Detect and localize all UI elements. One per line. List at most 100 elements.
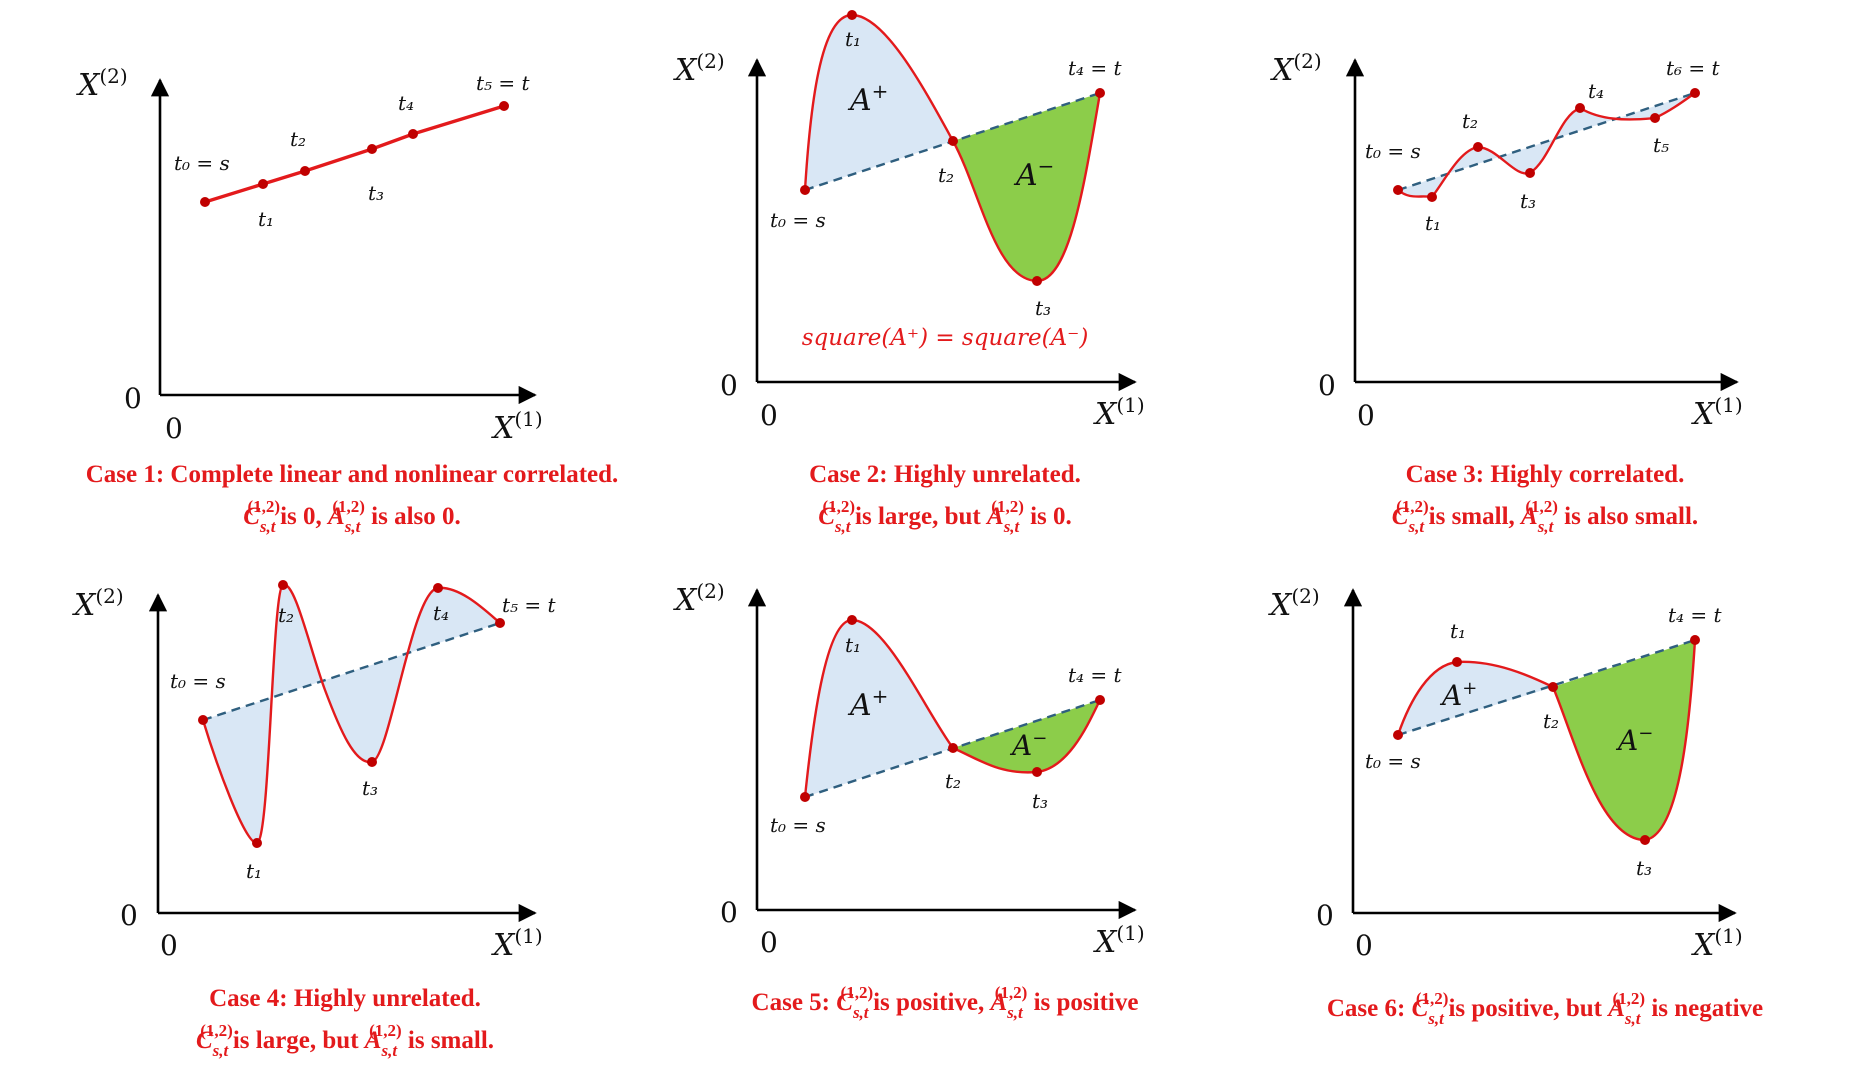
square-equation: square(A⁺) = square(A⁻): [802, 325, 1089, 351]
y-axis-label: X(2): [72, 584, 124, 623]
point-t3: [1032, 276, 1042, 286]
point-t2: [948, 743, 958, 753]
origin-x-label: 0: [1357, 399, 1375, 432]
x-axis-label: X(1): [1093, 393, 1145, 432]
panel-case2: X(2) X(1) 0 0 t₀ = s t₁ t₂ t₃ t₄ = t A+ …: [673, 10, 1145, 536]
point-t2: [1473, 142, 1483, 152]
area-negative: [953, 93, 1100, 281]
chord-dashed: [1397, 91, 1696, 192]
label-t1: t₁: [845, 27, 861, 51]
label-t3: t₃: [1032, 789, 1048, 813]
area-positive: [805, 15, 953, 190]
area-shading: [203, 584, 500, 844]
label-t0: t₀ = s: [170, 669, 226, 693]
label-t4: t₄: [398, 91, 414, 115]
point-t3: [1640, 835, 1650, 845]
point-t4: [1095, 88, 1105, 98]
point-t2: [1548, 682, 1558, 692]
label-t5: t₅: [1653, 133, 1669, 157]
label-t1: t₁: [246, 859, 262, 883]
caption-title: Case 4: Highly unrelated.: [209, 985, 481, 1012]
label-t0: t₀ = s: [1365, 139, 1421, 163]
x-axis-label: X(1): [491, 407, 543, 446]
origin-x-label: 0: [160, 929, 178, 962]
area-negative-label: A−: [1009, 728, 1047, 762]
origin-x-label: 0: [760, 926, 778, 959]
point-t0: [800, 792, 810, 802]
y-axis-label: X(2): [1270, 49, 1322, 88]
point-t1: [847, 10, 857, 20]
point-t0: [1393, 730, 1403, 740]
caption-detail: Cs,t(1,2)is large, but As,t(1,2) is 0.: [818, 497, 1072, 536]
panel-case3: X(2) X(1) 0 0 t₀ = s t₁ t₂ t₃ t₄ t₅ t₆ =…: [1270, 49, 1743, 536]
label-t1: t₁: [1425, 211, 1441, 235]
point-t0: [200, 197, 210, 207]
label-t3: t₃: [1520, 189, 1536, 213]
area-positive: [805, 620, 953, 797]
chord-dashed: [202, 621, 501, 722]
x-axis-label: X(1): [1691, 924, 1743, 963]
point-t2: [278, 580, 288, 590]
label-t0: t₀ = s: [770, 208, 826, 232]
label-t0: t₀ = s: [1365, 749, 1421, 773]
point-t0: [198, 715, 208, 725]
x-axis-label: X(1): [1691, 393, 1743, 432]
y-axis-label: X(2): [76, 64, 128, 103]
point-t4: [433, 583, 443, 593]
origin-y-label: 0: [720, 369, 738, 402]
caption-title: Case 5: Cs,t(1,2)is positive, As,t(1,2) …: [752, 983, 1139, 1022]
origin-y-label: 0: [720, 896, 738, 929]
caption-title: Case 2: Highly unrelated.: [809, 461, 1081, 488]
point-t4: [1095, 695, 1105, 705]
label-t2: t₂: [1462, 109, 1478, 133]
origin-y-label: 0: [1316, 899, 1334, 932]
area-negative: [1553, 640, 1695, 840]
panel-case5: X(2) X(1) 0 0 t₀ = s t₁ t₂ t₃ t₄ = t A+ …: [673, 579, 1145, 1022]
label-t1: t₁: [258, 207, 274, 231]
label-t2: t₂: [1543, 709, 1559, 733]
y-axis-label: X(2): [673, 579, 725, 618]
label-t4: t₄: [1588, 79, 1604, 103]
y-axis-label: X(2): [673, 49, 725, 88]
area-positive: [1398, 661, 1553, 735]
x-axis-label: X(1): [1093, 921, 1145, 960]
label-t4: t₄ = t: [1068, 663, 1123, 687]
origin-x-label: 0: [1355, 929, 1373, 962]
panel-case6: X(2) X(1) 0 0 t₀ = s t₁ t₂ t₃ t₄ = t A+ …: [1268, 584, 1763, 1028]
label-t1: t₁: [1450, 619, 1466, 643]
label-t6: t₆ = t: [1666, 56, 1721, 80]
point-t3: [1525, 168, 1535, 178]
point-t5: [499, 101, 509, 111]
origin-y-label: 0: [1318, 369, 1336, 402]
area-negative-label: A−: [1615, 723, 1653, 757]
area-negative: [953, 700, 1100, 773]
caption-detail: Cs,t(1,2)is 0, As,t(1,2) is also 0.: [243, 497, 461, 536]
sample-path: [1396, 639, 1697, 842]
point-t3: [367, 144, 377, 154]
caption-detail: Cs,t(1,2)is large, but As,t(1,2) is smal…: [196, 1021, 494, 1060]
origin-y-label: 0: [120, 899, 138, 932]
point-t5: [1650, 113, 1660, 123]
sample-path: [204, 104, 505, 204]
sample-path: [803, 618, 1102, 798]
caption-title: Case 1: Complete linear and nonlinear co…: [86, 461, 619, 488]
y-axis-label: X(2): [1268, 584, 1320, 623]
point-t4: [1690, 635, 1700, 645]
label-t0: t₀ = s: [174, 151, 230, 175]
point-t2: [948, 136, 958, 146]
x-axis-label: X(1): [491, 924, 543, 963]
label-t3: t₃: [1035, 296, 1051, 320]
area-positive-label: A+: [1439, 678, 1477, 712]
label-t2: t₂: [290, 127, 306, 151]
label-t0: t₀ = s: [770, 813, 826, 837]
point-t5: [495, 618, 505, 628]
point-t1: [1452, 657, 1462, 667]
panel-case4: X(2) X(1) 0 0 t₀ = s t₁ t₂ t₃ t₄ t₅ = t …: [72, 580, 557, 1060]
point-t6: [1690, 88, 1700, 98]
label-t5: t₅ = t: [502, 593, 557, 617]
label-t4: t₄: [433, 601, 449, 625]
label-t2: t₂: [278, 603, 294, 627]
caption-title: Case 6: Cs,t(1,2)is positive, but As,t(1…: [1327, 989, 1763, 1028]
area-positive-label: A+: [847, 684, 888, 723]
label-t3: t₃: [368, 181, 384, 205]
